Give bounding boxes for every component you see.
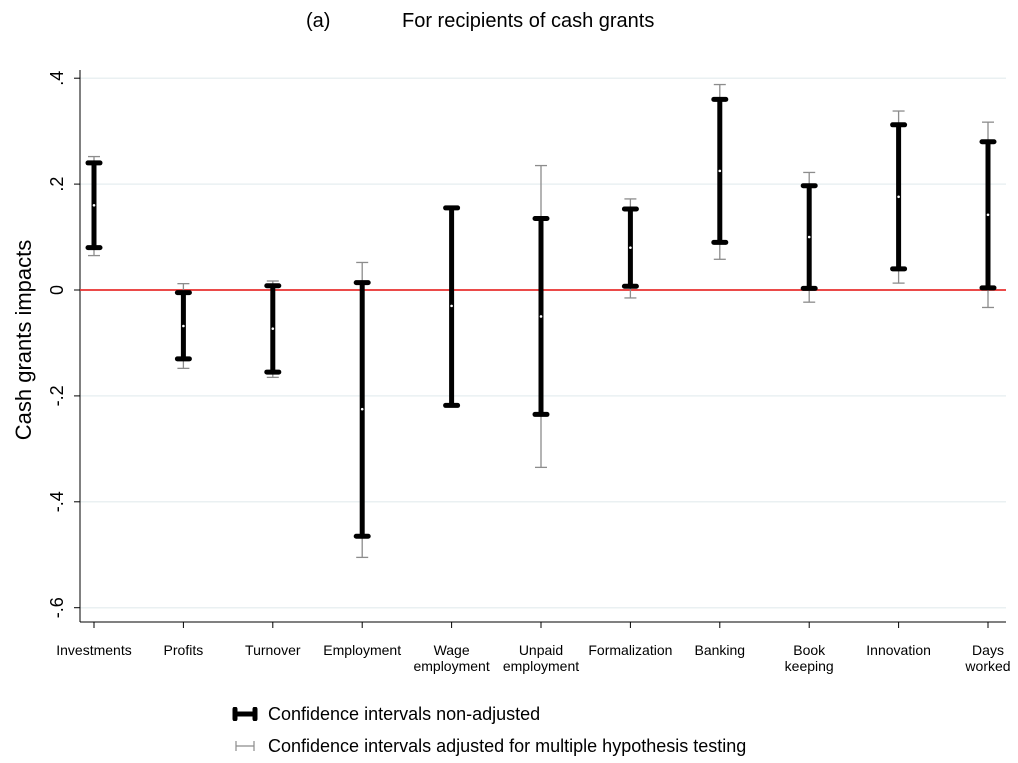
point-estimate — [92, 203, 96, 207]
legend-item-nonadjusted: Confidence intervals non-adjusted — [232, 702, 540, 726]
x-tick-label: employment — [503, 658, 579, 674]
figure-title: (a) For recipients of cash grants — [0, 8, 1018, 38]
point-estimate — [271, 327, 275, 330]
point-estimate — [360, 407, 364, 411]
x-tick-label: Days — [972, 642, 1004, 658]
x-tick-label: Formalization — [588, 642, 672, 658]
legend-swatch-thin — [235, 741, 255, 751]
legend-label-adjusted: Confidence intervals adjusted for multip… — [268, 735, 747, 756]
point-estimate — [807, 235, 811, 239]
legend-item-adjusted: Confidence intervals adjusted for multip… — [232, 734, 746, 758]
legend: Confidence intervals non-adjusted Confid… — [224, 692, 860, 763]
x-tick-label: Unpaid — [519, 642, 563, 658]
point-estimate — [986, 213, 990, 217]
y-axis-label: Cash grants impacts — [11, 240, 36, 441]
point-estimate — [897, 195, 900, 199]
x-tick-label: Investments — [56, 642, 131, 658]
y-tick-label: .4 — [47, 71, 67, 86]
panel-tag: (a) — [306, 10, 331, 32]
y-tick-label: -.2 — [47, 385, 67, 406]
point-estimate — [629, 246, 632, 249]
legend-swatch-thick — [232, 707, 258, 721]
point-estimate — [450, 304, 453, 308]
chart-title: For recipients of cash grants — [402, 10, 655, 32]
y-tick-label: 0 — [47, 285, 67, 295]
y-tick-label: -.6 — [47, 597, 67, 618]
x-tick-label: Employment — [323, 642, 401, 658]
x-tick-label: Banking — [695, 642, 746, 658]
x-tick-label: employment — [413, 658, 489, 674]
x-tick-label: Turnover — [245, 642, 301, 658]
y-tick-label: .2 — [47, 177, 67, 192]
y-tick-label: -.4 — [47, 491, 67, 512]
chart: .4 .2 0 -.2 -.4 -.6 Cash grants impacts Investm… — [11, 70, 1011, 674]
legend-label-nonadjusted: Confidence intervals non-adjusted — [268, 703, 541, 724]
x-tick-label: Innovation — [866, 642, 931, 658]
point-estimate — [182, 324, 185, 328]
x-tick-label: Book — [793, 642, 826, 658]
x-tick-label: keeping — [785, 658, 834, 674]
point-estimate — [718, 169, 722, 173]
point-estimate — [539, 315, 543, 318]
x-tick-label: Profits — [164, 642, 204, 658]
x-tick-label: worked — [964, 658, 1010, 674]
x-tick-label: Wage — [434, 642, 470, 658]
